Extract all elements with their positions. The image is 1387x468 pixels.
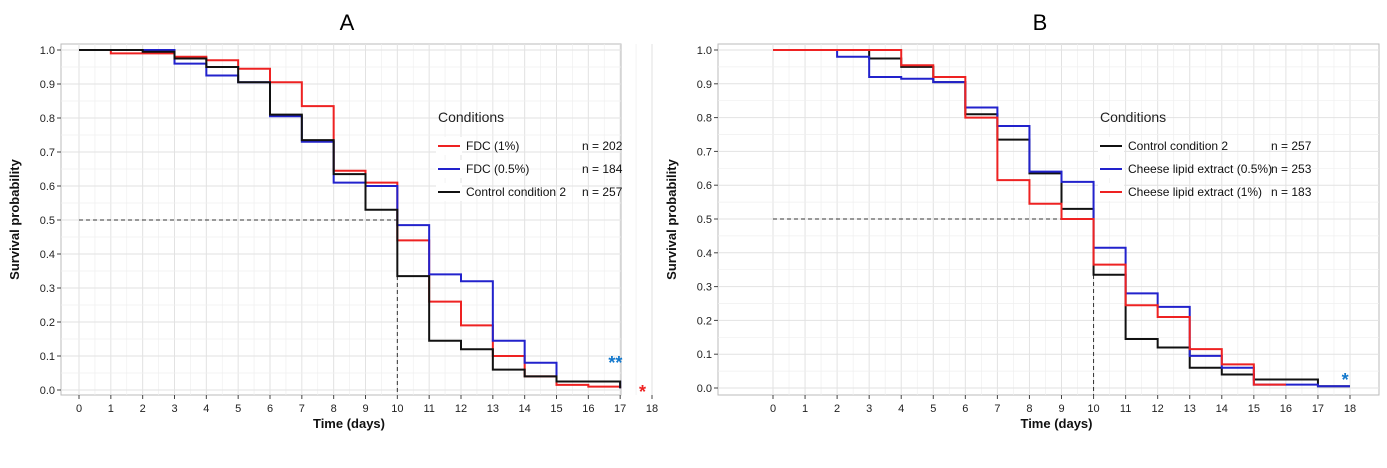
survival-curve-series-3 bbox=[79, 49, 622, 389]
y-tick-label: 0.7 bbox=[697, 146, 712, 158]
x-tick-label: 14 bbox=[519, 403, 531, 415]
panel-b: B0.00.10.20.30.40.50.60.70.80.91.00 1 2 3 4 5… bbox=[664, 10, 1380, 431]
legend: Conditions Control condition 2 n = 257 Chee… bbox=[1098, 109, 1312, 201]
y-tick-label: 0.9 bbox=[697, 79, 712, 91]
x-tick-label: 12 bbox=[1152, 403, 1164, 415]
x-tick-label: 18 bbox=[1344, 403, 1356, 415]
x-tick-label: 13 bbox=[1184, 403, 1196, 415]
panel-letter: B bbox=[1033, 10, 1048, 35]
y-tick-label: 1.0 bbox=[40, 45, 55, 57]
x-tick-label: 17 bbox=[1312, 403, 1324, 415]
survival-curve-series-2 bbox=[773, 49, 1350, 388]
x-tick-label: 14 bbox=[1216, 403, 1228, 415]
panel-a: A0.00.10.20.30.40.50.60.70.80.91.00 1 2 3 4 5… bbox=[7, 10, 658, 431]
y-tick-label: 0.4 bbox=[40, 249, 55, 261]
x-tick-label: 16 bbox=[1280, 403, 1292, 415]
x-tick-label: 8 bbox=[1026, 403, 1032, 415]
y-tick-label: 0.6 bbox=[40, 181, 55, 193]
legend-label: Cheese lipid extract (0.5%) bbox=[1128, 162, 1272, 176]
significance-marker: * bbox=[1342, 370, 1349, 390]
x-tick-label: 0 bbox=[76, 403, 82, 415]
y-tick-label: 0.1 bbox=[40, 351, 55, 363]
legend-n-label: n = 184 bbox=[582, 162, 623, 176]
y-tick-label: 0.8 bbox=[697, 113, 712, 125]
legend-n-label: n = 257 bbox=[582, 185, 623, 199]
y-tick-label: 0.5 bbox=[40, 215, 55, 227]
legend-n-label: n = 253 bbox=[1271, 162, 1312, 176]
x-tick-label: 12 bbox=[455, 403, 467, 415]
y-tick-label: 0.0 bbox=[40, 385, 55, 397]
x-tick-label: 3 bbox=[866, 403, 872, 415]
x-tick-label: 11 bbox=[423, 403, 434, 415]
legend: Conditions FDC (1%) n = 202 FDC (0.5%) n = 1… bbox=[436, 109, 623, 201]
legend-label: FDC (1%) bbox=[466, 139, 519, 153]
y-tick-label: 0.5 bbox=[697, 214, 712, 226]
x-axis-title: Time (days) bbox=[1020, 416, 1092, 431]
grid bbox=[61, 44, 653, 395]
legend-n-label: n = 257 bbox=[1271, 139, 1312, 153]
x-tick-label: 3 bbox=[171, 403, 177, 415]
x-tick-label: 7 bbox=[994, 403, 1000, 415]
survival-curve-series-3 bbox=[773, 49, 1286, 386]
x-tick-label: 8 bbox=[331, 403, 337, 415]
x-tick-label: 4 bbox=[203, 403, 209, 415]
x-tick-label: 7 bbox=[299, 403, 305, 415]
x-tick-label: 15 bbox=[1248, 403, 1260, 415]
y-tick-label: 0.4 bbox=[697, 248, 712, 260]
legend-label: Control condition 2 bbox=[1128, 139, 1228, 153]
legend-label: FDC (0.5%) bbox=[466, 162, 529, 176]
x-tick-label: 6 bbox=[962, 403, 968, 415]
legend-label: Cheese lipid extract (1%) bbox=[1128, 185, 1262, 199]
x-tick-label: 5 bbox=[930, 403, 936, 415]
x-tick-label: 15 bbox=[550, 403, 562, 415]
y-tick-label: 0.3 bbox=[697, 282, 712, 294]
y-tick-label: 0.0 bbox=[697, 383, 712, 395]
x-tick-label: 1 bbox=[802, 403, 808, 415]
y-axis-title: Survival probability bbox=[7, 158, 22, 279]
x-axis-title: Time (days) bbox=[313, 416, 385, 431]
legend-title: Conditions bbox=[438, 109, 504, 125]
x-tick-label: 10 bbox=[1087, 403, 1099, 415]
x-tick-label: 18 bbox=[646, 403, 658, 415]
x-tick-label: 1 bbox=[108, 403, 114, 415]
x-tick-label: 9 bbox=[1058, 403, 1064, 415]
legend-label: Control condition 2 bbox=[466, 185, 566, 199]
y-tick-label: 1.0 bbox=[697, 45, 712, 57]
x-tick-label: 4 bbox=[898, 403, 904, 415]
x-tick-label: 10 bbox=[391, 403, 403, 415]
y-tick-label: 0.9 bbox=[40, 79, 55, 91]
x-tick-label: 11 bbox=[1120, 403, 1131, 415]
x-tick-label: 17 bbox=[614, 403, 626, 415]
legend-title: Conditions bbox=[1100, 109, 1166, 125]
x-tick-label: 16 bbox=[582, 403, 594, 415]
y-tick-label: 0.2 bbox=[697, 315, 712, 327]
significance-marker: * bbox=[639, 382, 646, 402]
significance-marker: ** bbox=[608, 353, 622, 373]
x-tick-label: 13 bbox=[487, 403, 499, 415]
panel-letter: A bbox=[340, 10, 355, 35]
y-tick-label: 0.6 bbox=[697, 180, 712, 192]
grid bbox=[718, 44, 1379, 395]
x-tick-label: 6 bbox=[267, 403, 273, 415]
x-tick-label: 5 bbox=[235, 403, 241, 415]
legend-n-label: n = 202 bbox=[582, 139, 623, 153]
y-tick-label: 0.3 bbox=[40, 283, 55, 295]
x-tick-label: 2 bbox=[140, 403, 146, 415]
x-tick-label: 9 bbox=[362, 403, 368, 415]
legend-n-label: n = 183 bbox=[1271, 185, 1312, 199]
y-tick-label: 0.2 bbox=[40, 317, 55, 329]
y-tick-label: 0.1 bbox=[697, 349, 712, 361]
y-axis-title: Survival probability bbox=[664, 158, 679, 279]
y-tick-label: 0.8 bbox=[40, 113, 55, 125]
x-tick-label: 0 bbox=[770, 403, 776, 415]
x-tick-label: 2 bbox=[834, 403, 840, 415]
y-tick-label: 0.7 bbox=[40, 147, 55, 159]
